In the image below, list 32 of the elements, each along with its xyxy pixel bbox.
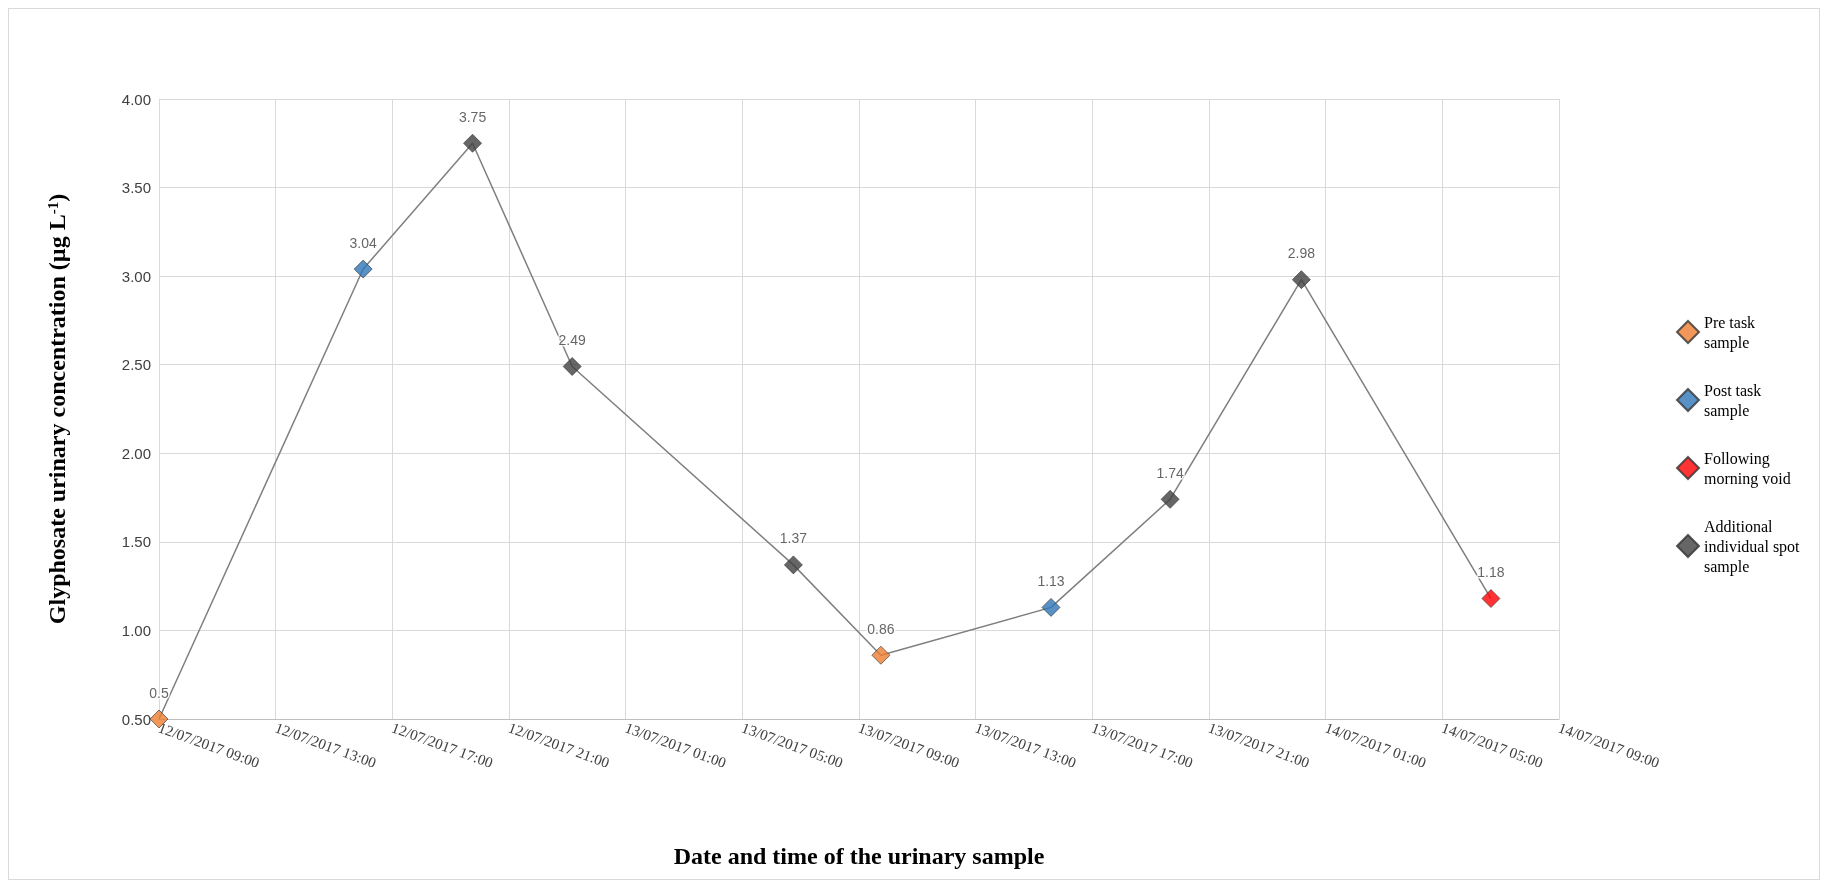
point: [1041, 598, 1061, 617]
data-label: 0.86: [867, 620, 895, 637]
point: [353, 259, 373, 279]
data-label: 3.04: [349, 234, 377, 251]
data-label: 3.75: [458, 108, 487, 125]
data-label: 1.37: [779, 530, 808, 547]
point: [783, 555, 803, 575]
y-tick-label: 2.00: [121, 444, 151, 462]
legend-label: Post task sample: [1704, 381, 1766, 420]
point: [871, 645, 891, 665]
data-label: 1.18: [1477, 564, 1505, 581]
data-label: 1.13: [1037, 573, 1065, 589]
point: [463, 133, 482, 153]
y-tick-label: 0.50: [121, 710, 151, 728]
y-tick-label: 4.00: [121, 90, 151, 108]
y-tick-label: 1.50: [121, 533, 151, 551]
data-label: 2.98: [1287, 245, 1316, 262]
point: [1481, 589, 1501, 608]
y-tick-label: 2.50: [121, 356, 151, 374]
y-tick-label: 3.00: [121, 267, 151, 285]
legend-label: Following morning void: [1704, 449, 1791, 488]
point: [1291, 270, 1311, 290]
y-axis-title: Glyphosate urinary concentration (µg L-1): [44, 193, 70, 625]
x-axis-title: Date and time of the urinary sample: [673, 843, 1045, 869]
point: [562, 357, 582, 376]
point: [1160, 489, 1180, 509]
y-tick-label: 1.00: [121, 621, 151, 639]
data-label: 1.74: [1156, 464, 1184, 481]
legend-label: Additional individual spot sample: [1704, 517, 1804, 576]
y-tick-label: 3.50: [121, 179, 151, 197]
legend-label: Pre task sample: [1704, 313, 1760, 352]
data-label: 0.5: [149, 684, 169, 701]
